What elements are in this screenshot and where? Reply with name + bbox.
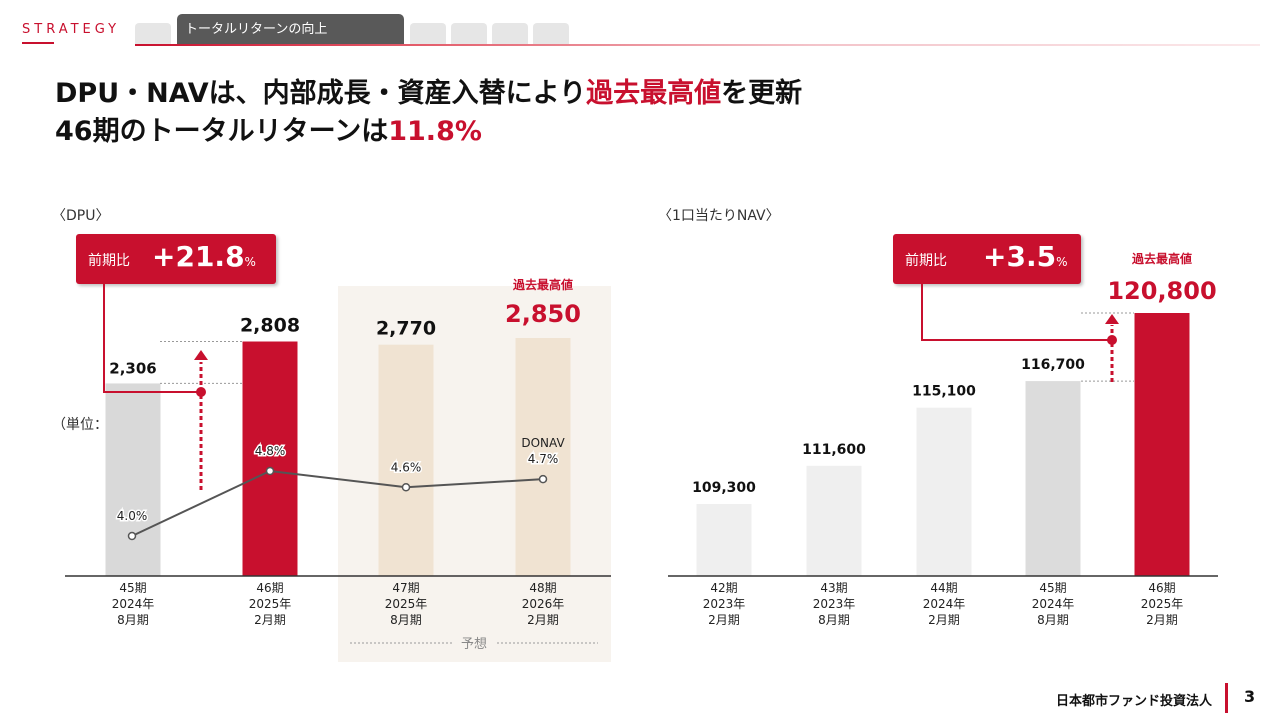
dpu-yield-point-1 [127, 531, 137, 541]
page-headline: DPU・NAVは、内部成長・資産入替により過去最高値を更新 46期のトータルリタ… [55, 75, 802, 151]
section-title: STRATEGY [22, 22, 121, 37]
nav-category-label-2-1: 43期 [820, 581, 847, 595]
dpu-value-label-2: 2,808 [240, 315, 300, 337]
nav-category-label-4-2: 2024年 [1032, 597, 1075, 611]
nav-category-label-4-3: 8月期 [1037, 613, 1069, 627]
dpu-category-label-4-1: 48期 [529, 581, 556, 595]
nav-category-label-4-1: 45期 [1039, 581, 1066, 595]
nav-category-label-5-3: 2月期 [1146, 613, 1178, 627]
tab-4[interactable] [451, 23, 487, 45]
nav-bar-3 [916, 407, 972, 576]
dpu-yield-point-3 [401, 483, 411, 492]
nav-category-label-2-3: 8月期 [818, 613, 850, 627]
tab-6[interactable] [533, 23, 569, 45]
headline-line2-highlight: 11.8% [388, 116, 482, 147]
nav-value-label-2: 111,600 [802, 442, 866, 458]
nav-bar-5 [1134, 313, 1190, 576]
dpu-increase-arrow-head [194, 350, 208, 360]
dpu-yield-label-1: 4.0% [117, 509, 148, 523]
nav-category-label-5-2: 2025年 [1141, 597, 1184, 611]
tab-bar-line [135, 44, 1260, 46]
dpu-category-label-4-2: 2026年 [522, 597, 565, 611]
dpu-callout-pct: % [244, 255, 256, 269]
dpu-yield-point-2 [265, 466, 275, 476]
tab-1[interactable] [135, 23, 171, 45]
dpu-category-label-1-3: 8月期 [117, 613, 149, 627]
dpu-value-label-3: 2,770 [376, 318, 436, 340]
dpu-value-label-4: 2,850 [505, 300, 581, 328]
nav-change-callout: 前期比 +3.5% [893, 234, 1081, 284]
tab-total-return[interactable]: トータルリターンの向上 [177, 14, 404, 45]
nav-callout-value: +3.5 [983, 240, 1057, 273]
dpu-yield-label-2: 4.8% [255, 444, 286, 458]
nav-connector-line [921, 284, 1112, 341]
dpu-yield-label-4: 4.7% [528, 452, 559, 466]
nav-category-label-5-1: 46期 [1148, 581, 1175, 595]
company-name: 日本都市ファンド投資法人 [1055, 694, 1212, 709]
nav-callout-label: 前期比 [905, 253, 947, 269]
nav-callout-pct: % [1056, 255, 1068, 269]
dpu-category-label-1-1: 45期 [119, 581, 146, 595]
page-number: 3 [1244, 687, 1256, 706]
nav-bar-2 [806, 465, 862, 576]
dpu-callout-label: 前期比 [88, 253, 130, 269]
dpu-category-label-2-2: 2025年 [249, 597, 292, 611]
headline-line1-highlight: 過去最高値 [586, 78, 722, 109]
nav-value-label-1: 109,300 [692, 480, 756, 496]
footer-divider [1225, 683, 1228, 713]
nav-category-label-3-3: 2月期 [928, 613, 960, 627]
dpu-bar-3 [378, 344, 434, 576]
tab-3[interactable] [410, 23, 446, 45]
dpu-category-label-4-3: 2月期 [527, 613, 559, 627]
headline-line2-a: 46期のトータルリターンは [55, 116, 389, 147]
forecast-label: 予想 [461, 636, 487, 652]
nav-category-label-2-2: 2023年 [813, 597, 856, 611]
nav-category-label-1-3: 2月期 [708, 613, 740, 627]
nav-category-label-3-1: 44期 [930, 581, 957, 595]
headline-line1-c: を更新 [721, 78, 803, 109]
dpu-bar-4 [515, 338, 571, 576]
dpu-connector-line [103, 284, 201, 393]
dpu-yield-label-3: 4.6% [391, 460, 422, 474]
nav-category-label-1-2: 2023年 [703, 597, 746, 611]
dpu-category-label-2-1: 46期 [256, 581, 283, 595]
dpu-yield-point-4 [538, 474, 548, 484]
dpu-category-label-3-1: 47期 [392, 581, 419, 595]
dpu-bar-1 [105, 383, 161, 576]
dpu-category-label-2-3: 2月期 [254, 613, 286, 627]
dpu-section-label: 〈DPU〉 [52, 208, 110, 224]
nav-record-label: 過去最高値 [1131, 251, 1192, 266]
dpu-category-label-3-2: 2025年 [385, 597, 428, 611]
dpu-category-label-3-3: 8月期 [390, 613, 422, 627]
nav-bar-4 [1025, 381, 1081, 576]
nav-category-label-3-2: 2024年 [923, 597, 966, 611]
dpu-category-label-1-2: 2024年 [112, 597, 155, 611]
dpu-record-label: 過去最高値 [512, 277, 573, 292]
nav-value-label-5: 120,800 [1107, 277, 1216, 305]
nav-increase-arrow-head [1105, 314, 1119, 324]
nav-category-label-1-1: 42期 [710, 581, 737, 595]
nav-value-label-4: 116,700 [1021, 357, 1085, 373]
section-underline [22, 42, 54, 44]
tab-5[interactable] [492, 23, 528, 45]
nav-bar-1 [696, 504, 752, 576]
dpu-value-label-1: 2,306 [109, 359, 156, 377]
nav-value-label-3: 115,100 [912, 384, 976, 400]
headline-line1-a: DPU・NAVは、内部成長・資産入替により [55, 78, 587, 109]
dpu-change-callout: 前期比 +21.8% [76, 234, 276, 284]
dpu-yield-line [131, 469, 544, 537]
dpu-bar-2 [242, 341, 298, 576]
dpu-donav-label: DONAV [521, 436, 565, 450]
nav-section-label: 〈1口当たりNAV〉 [658, 208, 780, 224]
dpu-callout-value: +21.8 [152, 240, 245, 273]
